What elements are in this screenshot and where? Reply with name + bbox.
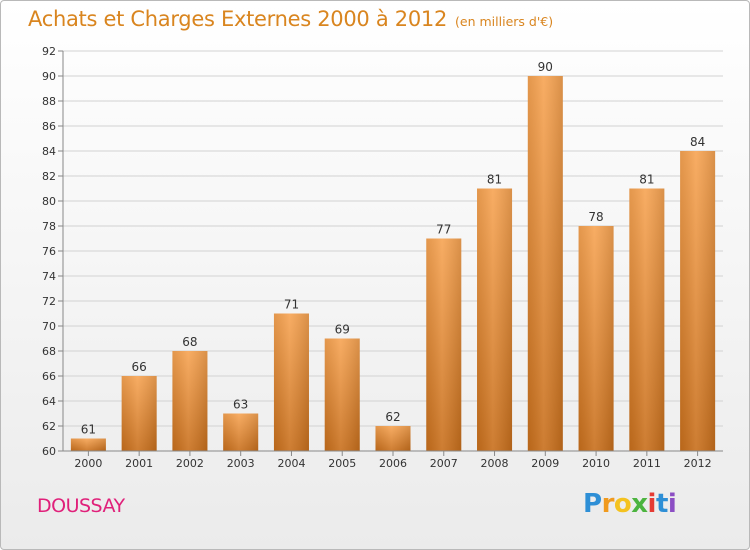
y-tick-label: 80 <box>42 195 56 208</box>
logo-letter: x <box>631 489 648 519</box>
y-tick-label: 68 <box>42 345 56 358</box>
x-tick-label: 2010 <box>582 457 610 470</box>
y-tick-label: 76 <box>42 245 56 258</box>
x-tick-label: 2004 <box>277 457 305 470</box>
proxiti-logo: Proxiti <box>583 489 677 519</box>
chart-title: Achats et Charges Externes 2000 à 2012 (e… <box>28 7 553 31</box>
x-tick-label: 2000 <box>74 457 102 470</box>
x-tick-label: 2003 <box>227 457 255 470</box>
bar-shine <box>578 226 614 451</box>
bar-shine <box>477 188 513 451</box>
chart-unit: (en milliers d'€) <box>455 14 554 29</box>
y-tick-label: 86 <box>42 120 56 133</box>
y-tick-label: 92 <box>42 45 56 58</box>
logo-letter: i <box>667 489 677 519</box>
logo-letter: o <box>613 489 632 519</box>
bar-value-label: 78 <box>588 210 603 224</box>
x-tick-label: 2006 <box>379 457 407 470</box>
commune-name: DOUSSAY <box>37 495 125 517</box>
bar-shine <box>680 151 716 451</box>
y-tick-label: 82 <box>42 170 56 183</box>
labels: 60 62 64 66 68 70 72 74 76 78 80 82 84 86 88 90 92 61 2000… <box>42 45 712 470</box>
bar-value-label: 90 <box>538 60 553 74</box>
bar-value-label: 62 <box>385 410 400 424</box>
bar-value-label: 81 <box>639 173 654 187</box>
bar-shine <box>273 313 309 451</box>
logo-letter: i <box>647 489 657 519</box>
y-tick-label: 64 <box>42 395 56 408</box>
x-tick-label: 2008 <box>481 457 509 470</box>
y-tick-label: 90 <box>42 70 56 83</box>
bar-value-label: 66 <box>132 360 147 374</box>
bar-shine <box>629 188 665 451</box>
y-tick-label: 78 <box>42 220 56 233</box>
x-tick-label: 2005 <box>328 457 356 470</box>
chart-title-text: Achats et Charges Externes 2000 à 2012 <box>28 7 448 31</box>
y-tick-label: 70 <box>42 320 56 333</box>
logo-letter: t <box>655 489 668 519</box>
x-tick-label: 2009 <box>531 457 559 470</box>
bar-shine <box>324 338 360 451</box>
y-tick-label: 84 <box>42 145 56 158</box>
y-tick-label: 88 <box>42 95 56 108</box>
bar-value-label: 68 <box>182 335 197 349</box>
y-tick-label: 66 <box>42 370 56 383</box>
y-tick-label: 74 <box>42 270 56 283</box>
bar-shine <box>70 438 106 451</box>
y-tick-label: 62 <box>42 420 56 433</box>
bar-value-label: 69 <box>335 323 350 337</box>
bar-value-label: 63 <box>233 398 248 412</box>
bar-shine <box>121 376 157 451</box>
y-tick-label: 60 <box>42 445 56 458</box>
gridlines <box>63 50 723 452</box>
bar-value-label: 81 <box>487 173 502 187</box>
bar-shine <box>223 413 259 451</box>
bar-value-label: 84 <box>690 135 705 149</box>
y-tick-label: 72 <box>42 295 56 308</box>
bars <box>70 76 716 451</box>
x-tick-label: 2007 <box>430 457 458 470</box>
x-tick-label: 2002 <box>176 457 204 470</box>
bar-shine <box>172 351 208 451</box>
logo-letter: r <box>601 489 615 519</box>
bar-shine <box>375 426 411 451</box>
bar-value-label: 77 <box>436 223 451 237</box>
logo-letter: P <box>583 489 602 519</box>
bar-value-label: 61 <box>81 423 96 437</box>
x-tick-label: 2001 <box>125 457 153 470</box>
bar-shine <box>426 238 462 451</box>
x-tick-label: 2012 <box>684 457 712 470</box>
bar-value-label: 71 <box>284 298 299 312</box>
x-tick-label: 2011 <box>633 457 661 470</box>
bar-shine <box>527 76 563 451</box>
axes <box>58 50 723 456</box>
